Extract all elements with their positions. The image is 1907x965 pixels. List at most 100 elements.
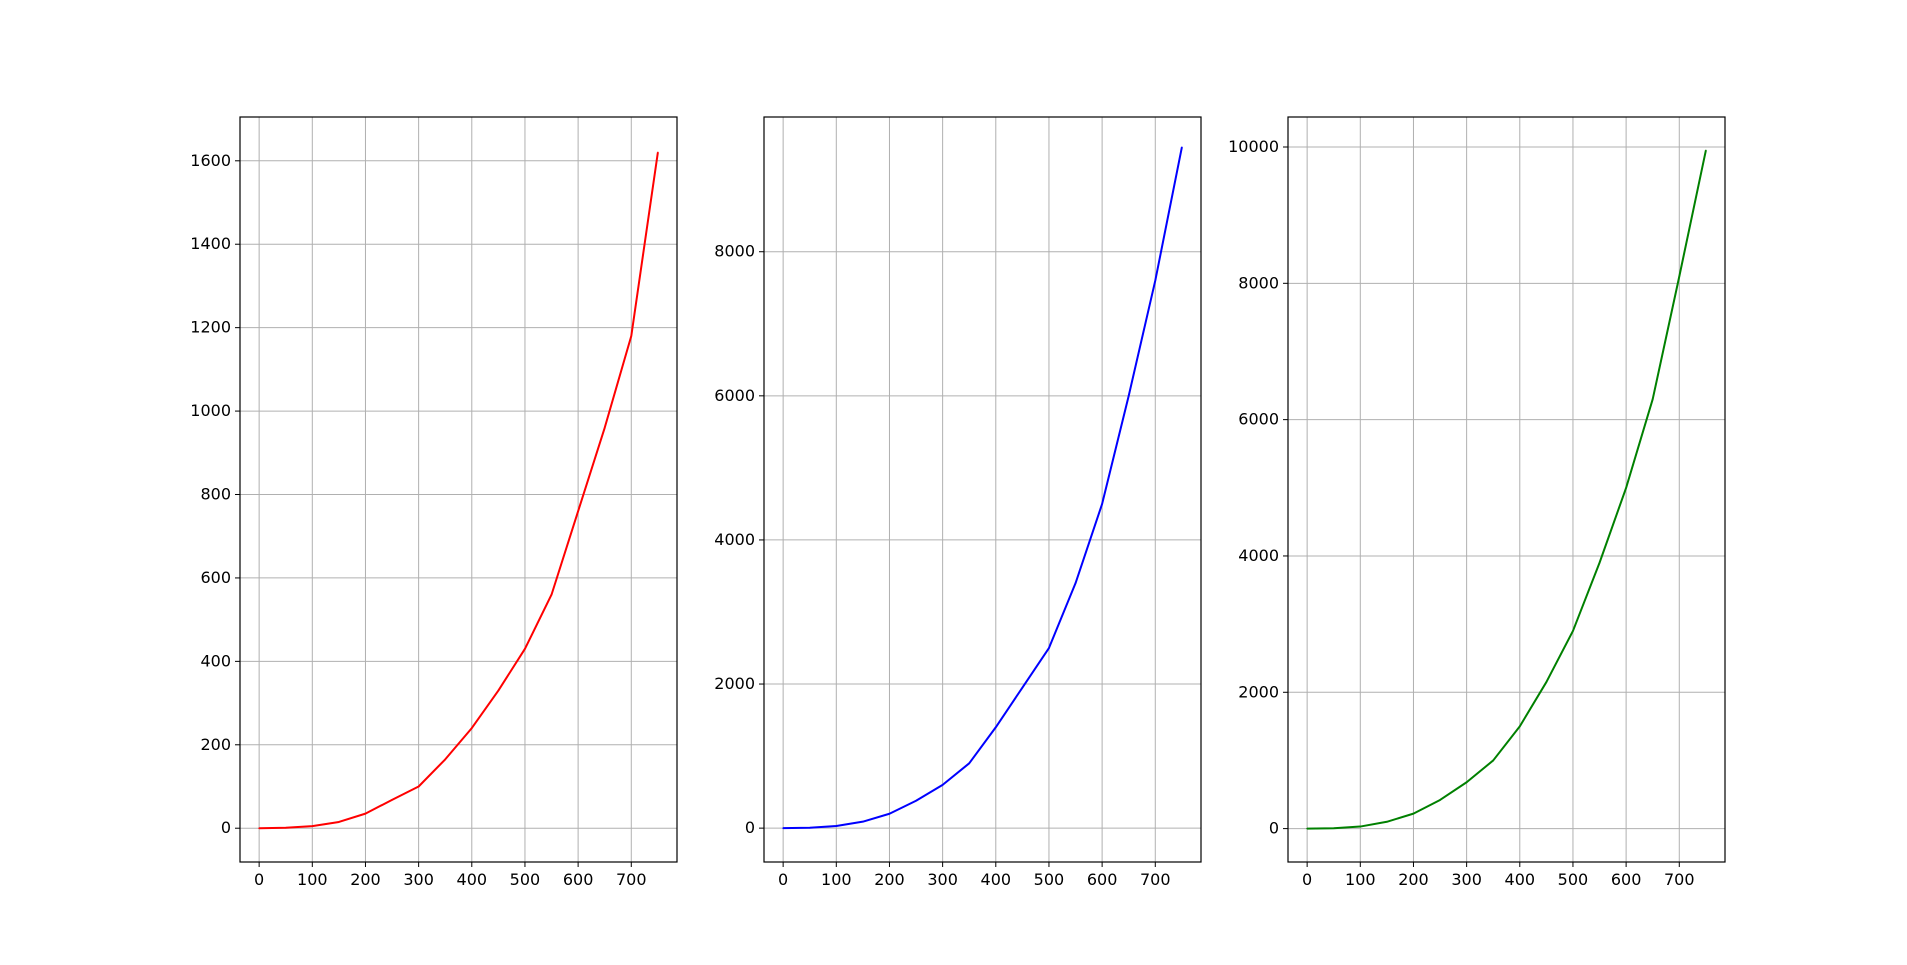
x-tick-label: 300 xyxy=(403,870,434,889)
data-point xyxy=(603,426,606,429)
data-point xyxy=(1181,146,1183,149)
x-tick-label: 0 xyxy=(1302,870,1312,889)
axes-frame xyxy=(239,116,678,863)
data-point xyxy=(311,825,314,827)
data-point xyxy=(968,762,971,765)
y-tick-label: 4000 xyxy=(1238,546,1279,565)
x-tick-label: 600 xyxy=(1611,870,1642,889)
data-point xyxy=(1465,781,1468,784)
data-point xyxy=(941,784,944,786)
data-point xyxy=(862,820,864,823)
x-tick-label: 500 xyxy=(510,870,541,889)
data-point xyxy=(888,812,891,815)
y-tick-label: 0 xyxy=(1269,819,1279,838)
data-point xyxy=(1359,825,1362,828)
data-point xyxy=(1545,681,1548,683)
y-tick-label: 8000 xyxy=(1238,273,1279,292)
axes-frame xyxy=(763,116,1202,863)
y-tick-label: 6000 xyxy=(1238,410,1279,429)
data-point xyxy=(284,826,287,829)
y-tick-label: 2000 xyxy=(714,674,755,693)
data-point xyxy=(1332,827,1335,830)
x-tick-label: 500 xyxy=(1558,870,1589,889)
data-point xyxy=(1572,630,1574,632)
data-point xyxy=(417,785,420,788)
x-tick-label: 100 xyxy=(1345,870,1376,889)
data-point xyxy=(470,727,473,729)
x-tick-label: 300 xyxy=(1451,870,1482,889)
y-tick-label: 1400 xyxy=(190,234,231,253)
x-tick-label: 100 xyxy=(297,870,328,889)
data-point xyxy=(1101,503,1103,505)
y-tick-label: 10000 xyxy=(1228,137,1279,156)
y-tick-label: 8000 xyxy=(714,242,755,261)
blue-series-line xyxy=(783,147,1183,830)
y-tick-label: 2000 xyxy=(1238,682,1279,701)
data-point xyxy=(808,826,811,829)
red-series-line xyxy=(259,152,659,830)
x-tick-label: 400 xyxy=(457,870,488,889)
data-point xyxy=(258,827,260,830)
y-tick-label: 600 xyxy=(200,568,231,587)
data-point xyxy=(835,825,838,827)
y-tick-label: 800 xyxy=(200,485,231,504)
data-point xyxy=(1127,395,1130,397)
x-tick-label: 200 xyxy=(874,870,905,889)
y-tick-label: 1600 xyxy=(190,151,231,170)
y-tick-label: 400 xyxy=(200,651,231,670)
data-point xyxy=(524,648,526,650)
x-tick-label: 100 xyxy=(821,870,852,889)
x-tick-label: 300 xyxy=(927,870,958,889)
data-point xyxy=(1625,486,1627,489)
data-point xyxy=(338,821,340,823)
y-tick-label: 1000 xyxy=(190,401,231,420)
data-point xyxy=(1154,279,1157,282)
y-tick-label: 0 xyxy=(221,818,231,837)
x-tick-label: 700 xyxy=(1664,870,1695,889)
data-point xyxy=(1705,149,1707,152)
data-point xyxy=(657,151,659,154)
x-tick-label: 700 xyxy=(616,870,647,889)
data-point xyxy=(630,335,633,337)
data-point xyxy=(1074,582,1077,584)
data-point xyxy=(1439,799,1441,801)
x-tick-label: 600 xyxy=(1087,870,1118,889)
y-tick-label: 1200 xyxy=(190,318,231,337)
data-point xyxy=(1048,647,1050,649)
axes-frame xyxy=(1287,116,1726,863)
data-point xyxy=(1651,398,1654,400)
data-point xyxy=(364,812,367,815)
data-point xyxy=(550,593,553,596)
data-point xyxy=(1678,275,1681,278)
red-line-chart: 0 100 200 300 400 500 600 700 0 200 400 600 800 1000 1… xyxy=(190,116,678,889)
blue-line-chart: 0 100 200 300 400 500 600 700 0 2000 4000 6000 8000 xyxy=(714,116,1202,889)
data-point xyxy=(1492,759,1495,762)
y-tick-label: 0 xyxy=(745,818,755,837)
data-point xyxy=(1518,725,1521,728)
y-tick-label: 6000 xyxy=(714,386,755,405)
x-tick-label: 0 xyxy=(778,870,788,889)
data-point xyxy=(391,799,393,801)
data-point xyxy=(1386,820,1388,823)
data-point xyxy=(1412,812,1415,815)
y-tick-label: 200 xyxy=(200,735,231,754)
data-point xyxy=(1306,827,1308,830)
x-tick-label: 700 xyxy=(1140,870,1171,889)
y-tick-label: 4000 xyxy=(714,530,755,549)
data-point xyxy=(1021,686,1024,689)
green-line-chart: 0 100 200 300 400 500 600 700 0 2000 4000 6000 8000 1… xyxy=(1228,116,1726,889)
x-tick-label: 0 xyxy=(254,870,264,889)
x-tick-label: 400 xyxy=(1505,870,1536,889)
green-series-line xyxy=(1307,150,1707,830)
data-point xyxy=(915,799,917,802)
x-tick-label: 400 xyxy=(981,870,1012,889)
x-tick-label: 600 xyxy=(563,870,594,889)
data-point xyxy=(497,689,500,692)
data-point xyxy=(782,827,784,829)
x-tick-label: 500 xyxy=(1034,870,1065,889)
x-tick-label: 200 xyxy=(1398,870,1429,889)
data-point xyxy=(444,758,447,761)
data-point xyxy=(1598,561,1601,564)
